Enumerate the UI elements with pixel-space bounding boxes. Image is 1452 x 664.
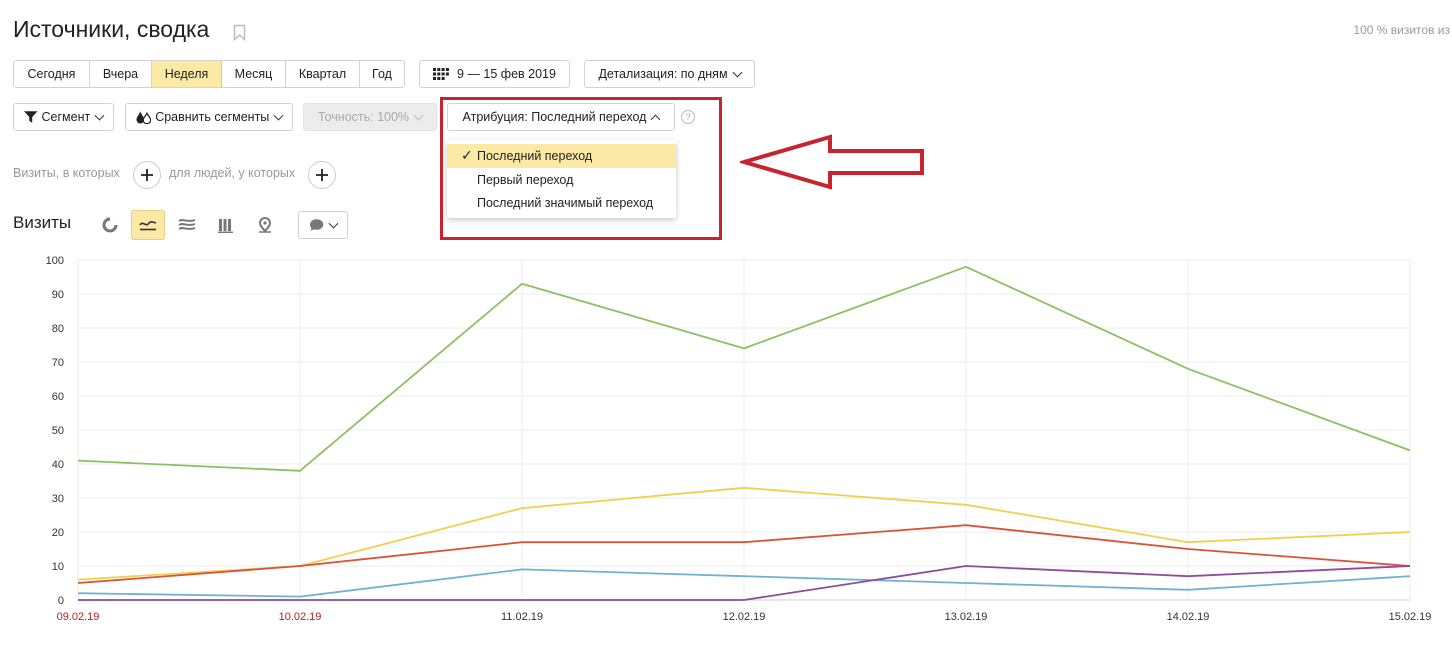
attribution-option-first-click[interactable]: Первый переход — [447, 168, 676, 192]
chevron-down-icon — [413, 110, 424, 120]
help-icon[interactable]: ? — [681, 110, 695, 124]
chevron-down-icon — [94, 110, 105, 120]
visits-line-chart: 0 10 20 30 40 50 60 70 80 90 100 09.02.19 10.02.19 11… — [46, 255, 1432, 623]
plus-icon — [316, 169, 328, 181]
series-line-4 — [77, 568, 1411, 598]
x-tick-label: 13.02.19 — [945, 611, 988, 623]
series-line-1 — [77, 265, 1411, 472]
x-tick-label: 10.02.19 — [279, 611, 322, 623]
detail-label: Детализация: по дням — [598, 67, 728, 81]
filter-icon — [24, 111, 38, 123]
x-tick-label: 14.02.19 — [1167, 611, 1210, 623]
pie-view-button[interactable] — [93, 210, 127, 240]
period-yesterday-button[interactable]: Вчера — [90, 61, 152, 87]
y-tick-label: 90 — [52, 289, 64, 301]
period-month-button[interactable]: Месяц — [222, 61, 286, 87]
attribution-option-label: Последний переход — [477, 149, 593, 163]
x-tick-label: 09.02.19 — [57, 611, 100, 623]
visits-share-note: 100 % визитов из — [1353, 23, 1450, 37]
pie-icon — [102, 217, 118, 233]
chevron-down-icon — [273, 110, 284, 120]
chevron-down-icon — [732, 67, 742, 77]
attribution-option-last-significant[interactable]: Последний значимый переход — [447, 191, 676, 215]
y-tick-label: 30 — [52, 493, 64, 505]
line-view-button[interactable] — [131, 210, 165, 240]
line-icon — [139, 221, 157, 231]
date-range-button[interactable]: 9 — 15 фев 2019 — [419, 60, 570, 88]
period-quarter-button[interactable]: Квартал — [286, 61, 360, 87]
attribution-menu: ✓ Последний переход Первый переход После… — [447, 140, 676, 218]
attribution-option-label: Последний значимый переход — [477, 196, 654, 210]
x-tick-label: 12.02.19 — [723, 611, 766, 623]
date-range-label: 9 — 15 фев 2019 — [457, 67, 556, 81]
calendar-icon — [433, 68, 449, 80]
highlight-box — [440, 97, 722, 240]
series-line-5 — [78, 565, 1411, 601]
y-tick-label: 20 — [52, 527, 64, 539]
period-year-button[interactable]: Год — [360, 61, 404, 87]
visits-section-title: Визиты — [13, 213, 72, 232]
segment-button[interactable]: Сегмент — [13, 103, 114, 131]
y-tick-label: 50 — [52, 425, 64, 437]
bookmark-icon[interactable] — [233, 24, 246, 41]
attribution-option-label: Первый переход — [477, 173, 574, 187]
comment-icon — [309, 219, 324, 231]
add-visit-condition-button[interactable] — [133, 161, 161, 189]
period-selector: Сегодня Вчера Неделя Месяц Квартал Год — [13, 60, 405, 88]
annotations-dropdown[interactable] — [298, 211, 348, 239]
add-people-condition-button[interactable] — [308, 161, 336, 189]
attribution-label: Атрибуция: Последний переход — [462, 110, 647, 124]
check-icon: ✓ — [461, 147, 473, 163]
series-line-3 — [77, 524, 1411, 584]
attribution-dropdown[interactable]: Атрибуция: Последний переход — [447, 103, 675, 131]
people-condition-label: для людей, у которых — [169, 166, 296, 180]
accuracy-dropdown[interactable]: Точность: 100% — [303, 103, 437, 131]
y-tick-label: 10 — [52, 561, 64, 573]
detail-dropdown[interactable]: Детализация: по дням — [584, 60, 755, 88]
y-tick-label: 0 — [58, 595, 64, 607]
y-tick-label: 40 — [52, 459, 64, 471]
attribution-option-last-click[interactable]: ✓ Последний переход — [447, 144, 676, 168]
period-week-button[interactable]: Неделя — [152, 61, 222, 87]
y-tick-label: 100 — [46, 255, 64, 267]
compare-segments-label: Сравнить сегменты — [155, 110, 270, 124]
accuracy-label: Точность: 100% — [317, 110, 410, 124]
area-view-button[interactable] — [170, 210, 204, 240]
y-tick-label: 80 — [52, 323, 64, 335]
plus-icon — [141, 169, 153, 181]
compare-segments-button[interactable]: Сравнить сегменты — [125, 103, 293, 131]
map-pin-icon — [258, 217, 272, 233]
bar-view-button[interactable] — [209, 210, 243, 240]
period-today-button[interactable]: Сегодня — [14, 61, 90, 87]
arrow-annotation-icon — [740, 134, 924, 190]
area-icon — [178, 219, 196, 230]
x-tick-label: 15.02.19 — [1389, 611, 1432, 623]
bar-icon — [218, 218, 233, 233]
chevron-down-icon — [328, 218, 339, 228]
x-tick-label: 11.02.19 — [501, 611, 543, 623]
drops-icon — [136, 110, 152, 124]
y-tick-label: 60 — [52, 391, 64, 403]
page-title: Источники, сводка — [13, 16, 210, 42]
visits-condition-label: Визиты, в которых — [13, 166, 120, 180]
y-tick-label: 70 — [52, 357, 64, 369]
segment-label: Сегмент — [41, 110, 91, 124]
map-view-button[interactable] — [248, 210, 282, 240]
